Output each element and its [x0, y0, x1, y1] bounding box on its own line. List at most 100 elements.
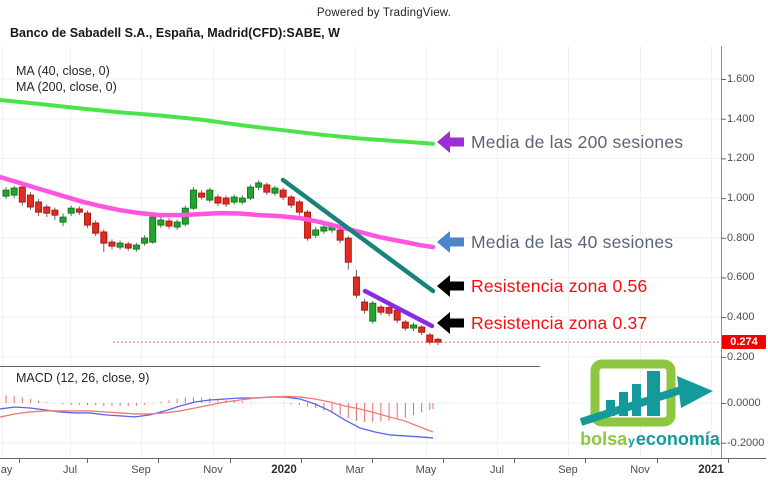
logo-word-economia: economía — [635, 429, 720, 449]
time-axis-label: Sep — [131, 464, 151, 476]
candle-down — [165, 220, 173, 227]
candle-up — [230, 196, 238, 203]
time-axis-label: Jul — [489, 464, 505, 476]
candle-up — [410, 324, 417, 329]
candle-up — [189, 189, 197, 209]
candle-up — [157, 219, 165, 226]
time-axis-label: May — [415, 464, 437, 476]
candle-down — [377, 306, 385, 313]
logo-word-y: y — [628, 434, 635, 448]
price-axis-label: 1.600 — [727, 73, 755, 85]
candle-up — [59, 216, 67, 223]
time-axis-label: 2021 — [698, 464, 724, 476]
last-price-badge: 0.274 — [722, 335, 766, 350]
candle-up — [149, 216, 157, 243]
candle-down — [84, 212, 91, 226]
legend-macd[interactable]: MACD (12, 26, close, 9) — [16, 371, 150, 385]
price-axis-label: 0.600 — [727, 271, 755, 284]
candle-up — [141, 237, 149, 244]
left-arrow-icon — [437, 131, 464, 153]
candle-down — [287, 196, 295, 206]
candle-down — [35, 201, 43, 213]
symbol-title: Banco de Sabadell S.A., España, Madrid(C… — [10, 26, 340, 40]
candle-up — [369, 302, 377, 322]
annotation-ma40[interactable]: Media de las 40 sesiones — [437, 230, 673, 254]
left-arrow-icon — [437, 275, 464, 297]
legend-ma200[interactable]: MA (200, close, 0) — [16, 80, 117, 94]
candle-down — [92, 222, 100, 234]
candle-down — [426, 334, 434, 343]
candle-up — [116, 242, 124, 248]
left-arrow-icon — [437, 231, 464, 253]
trendline-resistencia-0.56[interactable] — [280, 177, 436, 294]
time-axis-label: May — [0, 464, 13, 476]
candle-up — [2, 189, 10, 197]
bolsa-economia-logo: bolsa y economía — [575, 358, 725, 450]
candle-down — [108, 241, 116, 247]
candle-up — [10, 187, 18, 196]
candle-down — [385, 307, 393, 314]
candle-down — [198, 192, 206, 198]
candle-up — [271, 187, 279, 194]
candle-down — [75, 208, 83, 213]
axes-frame — [0, 46, 766, 463]
candle-down — [124, 243, 132, 249]
price-axis-label: 0.800 — [727, 231, 755, 244]
candle-down — [352, 276, 360, 296]
annotation-resistance-037-label: Resistencia zona 0.37 — [471, 312, 648, 333]
candle-up — [67, 207, 75, 214]
price-axis-label: 0.400 — [727, 311, 755, 324]
candle-down — [295, 201, 303, 213]
legend-ma40[interactable]: MA (40, close, 0) — [16, 64, 110, 78]
logo-word-bolsa: bolsa — [580, 429, 628, 449]
price-axis-label: 1.000 — [727, 192, 755, 205]
annotation-resistance-056-label: Resistencia zona 0.56 — [471, 275, 648, 296]
macd-axis-label: 0.0000 — [727, 397, 761, 409]
candle-up — [320, 226, 328, 232]
candle-down — [336, 229, 344, 241]
time-axis-label: Mar — [345, 464, 365, 476]
candle-down — [43, 206, 51, 214]
ma-40-line — [0, 174, 436, 250]
logo-wordmark: bolsa y economía — [575, 429, 725, 450]
price-axis-label: 0.200 — [727, 350, 755, 363]
logo-chart-arrow-icon — [579, 359, 713, 427]
time-axis-label: Nov — [630, 464, 650, 476]
candlestick-series — [2, 180, 442, 346]
macd-signal-line — [0, 395, 434, 433]
time-axis-label: Nov — [203, 464, 223, 476]
macd-axis-label: -0.2000 — [727, 436, 765, 449]
candle-down — [393, 309, 401, 321]
candle-up — [238, 197, 246, 203]
grid-lines — [0, 46, 721, 457]
powered-by-text: Powered by TradingView. — [316, 7, 452, 19]
annotation-resistance-037[interactable]: Resistencia zona 0.37 — [437, 311, 647, 335]
candle-down — [18, 186, 26, 203]
candle-up — [173, 221, 181, 228]
candle-down — [418, 326, 426, 333]
annotation-ma200-label: Media de las 200 sesiones — [471, 131, 684, 152]
annotation-resistance-056[interactable]: Resistencia zona 0.56 — [437, 274, 647, 298]
candle-down — [100, 231, 108, 244]
candle-down — [51, 209, 59, 216]
annotation-ma40-label: Media de las 40 sesiones — [471, 231, 674, 252]
time-axis-label: 2020 — [271, 464, 297, 476]
candle-down — [222, 197, 230, 205]
annotation-ma200[interactable]: Media de las 200 sesiones — [437, 130, 683, 154]
candle-down — [214, 196, 222, 204]
trendline-resistencia-0.37[interactable] — [362, 288, 435, 329]
price-axis-label: 1.200 — [727, 152, 755, 165]
candle-up — [247, 186, 254, 199]
candle-up — [255, 182, 263, 188]
left-arrow-icon — [437, 312, 464, 334]
candle-down — [263, 184, 271, 193]
candle-down — [401, 321, 409, 329]
candle-down — [26, 194, 34, 208]
macd-line — [0, 396, 434, 439]
candle-up — [132, 244, 140, 250]
candle-up — [312, 229, 320, 236]
ma-200-line — [0, 98, 435, 146]
candle-up — [206, 189, 214, 201]
